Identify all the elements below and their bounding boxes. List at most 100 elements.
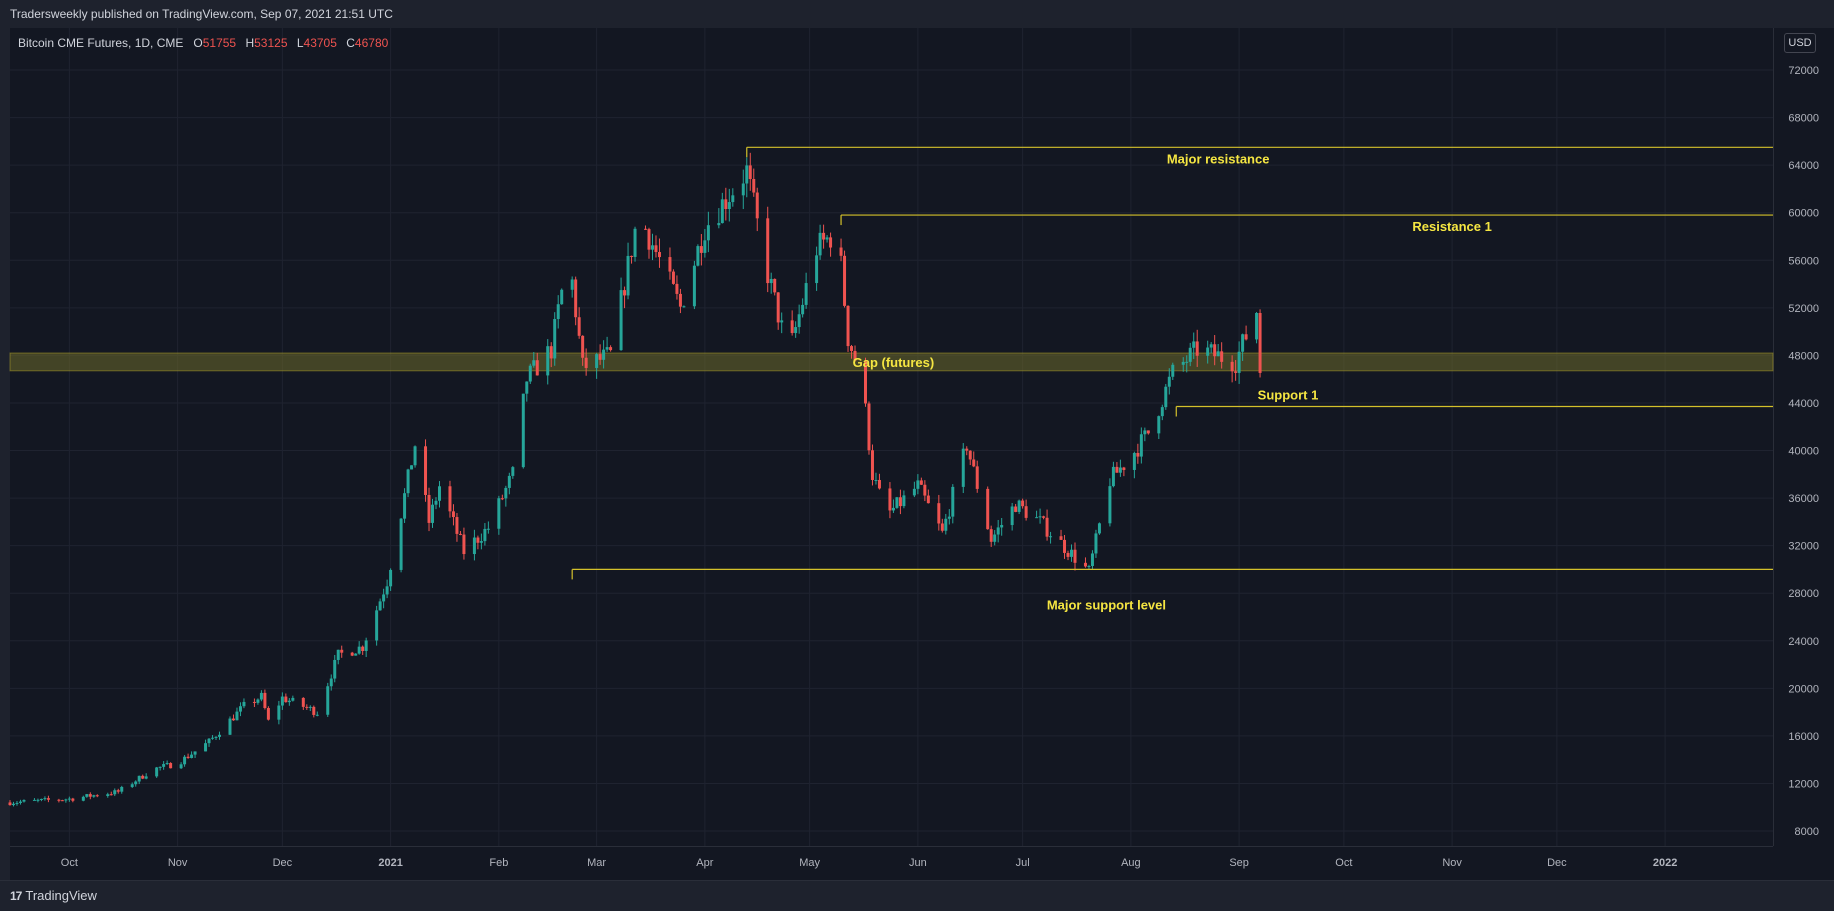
candle-body <box>165 763 169 765</box>
candle-body <box>134 781 138 785</box>
candle-body <box>535 360 539 376</box>
candle-body <box>1185 361 1189 363</box>
candle-body <box>71 798 75 801</box>
price-axis[interactable] <box>1773 28 1834 846</box>
candle-body <box>595 354 599 368</box>
candle-body <box>11 803 15 806</box>
time-tick-label: Dec <box>1547 857 1567 869</box>
candle-body <box>1241 334 1245 352</box>
candle-body <box>675 283 679 294</box>
candle-body <box>1216 351 1220 357</box>
candle-body <box>333 659 337 679</box>
candle-body <box>776 292 780 323</box>
candle-body <box>650 245 654 250</box>
candle-body <box>989 529 993 542</box>
candle-body <box>67 798 71 800</box>
resistance-1-label: Resistance 1 <box>1412 219 1492 234</box>
candle-body <box>8 802 12 806</box>
candle-body <box>1090 553 1094 566</box>
candle-body <box>546 346 550 376</box>
candle-body <box>137 775 141 782</box>
chart-pane[interactable] <box>10 28 1773 846</box>
candle-body <box>696 246 700 266</box>
candle-body <box>120 786 124 792</box>
candle-body <box>937 503 941 524</box>
candle-body <box>88 794 92 797</box>
candle-body <box>36 799 40 801</box>
price-tick-label: 24000 <box>1788 636 1819 648</box>
candle-body <box>870 450 874 480</box>
time-tick-label: Jul <box>1016 857 1030 869</box>
candle-body <box>308 706 312 708</box>
candle-body <box>458 533 462 535</box>
time-tick-label: May <box>799 857 820 869</box>
candle-body <box>581 335 585 358</box>
candle-body <box>549 346 553 359</box>
price-tick-label: 56000 <box>1788 255 1819 267</box>
candle-body <box>60 800 64 802</box>
candle-body <box>22 799 26 802</box>
currency-button[interactable]: USD <box>1784 33 1816 53</box>
high-value: 53125 <box>254 36 288 50</box>
candle-body <box>829 237 833 248</box>
candle-body <box>626 255 630 296</box>
time-tick-label: Feb <box>489 857 508 869</box>
candle-body <box>947 516 951 519</box>
support-1-label: Support 1 <box>1258 388 1319 403</box>
price-tick-label: 20000 <box>1788 683 1819 695</box>
candle-body <box>1038 516 1042 518</box>
candle-body <box>472 537 476 555</box>
candle-body <box>424 446 428 495</box>
candle-body <box>525 381 529 394</box>
candle-body <box>357 646 361 654</box>
candle-body <box>577 317 581 336</box>
candle-body <box>190 754 194 758</box>
candle-body <box>623 290 627 296</box>
candle-body <box>259 692 263 700</box>
candle-body <box>382 594 386 602</box>
candle-body <box>619 290 623 351</box>
candle-body <box>968 450 972 460</box>
candle-body <box>724 199 728 210</box>
candle-body <box>521 393 525 468</box>
candle-body <box>64 799 68 801</box>
candle-body <box>570 279 574 290</box>
time-tick-label: Oct <box>1335 857 1352 869</box>
candle-body <box>511 467 515 476</box>
candle-body <box>825 237 829 240</box>
candle-body <box>43 798 47 800</box>
high-label: H <box>245 36 255 50</box>
candle-body <box>95 795 99 797</box>
candle-body <box>1049 536 1053 538</box>
candle-body <box>986 488 990 530</box>
candle-body <box>1146 430 1150 434</box>
time-tick-label: Oct <box>61 857 78 869</box>
candle-body <box>326 686 330 715</box>
candle-body <box>479 541 483 543</box>
candle-body <box>1059 536 1063 540</box>
candle-body <box>437 486 441 501</box>
price-tick-label: 68000 <box>1788 113 1819 125</box>
time-axis[interactable] <box>10 846 1773 875</box>
close-label: C <box>346 36 355 50</box>
candle-body <box>532 360 536 366</box>
candle-body <box>630 255 634 257</box>
candle-body <box>1017 500 1021 512</box>
candle-body <box>507 475 511 488</box>
candle-body <box>602 349 606 360</box>
candle-body <box>692 265 696 307</box>
close-value: 46780 <box>354 36 389 50</box>
candle-body <box>312 706 316 715</box>
candle-body <box>389 569 393 587</box>
tradingview-logo[interactable]: 17 TradingView <box>10 888 97 903</box>
price-tick-label: 28000 <box>1788 588 1819 600</box>
candle-body <box>1171 364 1175 377</box>
candle-body <box>483 528 487 542</box>
candle-body <box>1122 467 1126 470</box>
candle-body <box>235 711 239 721</box>
candle-body <box>399 518 403 570</box>
candle-body <box>815 255 819 284</box>
candle-body <box>1083 562 1087 567</box>
candle-body <box>1160 407 1164 417</box>
